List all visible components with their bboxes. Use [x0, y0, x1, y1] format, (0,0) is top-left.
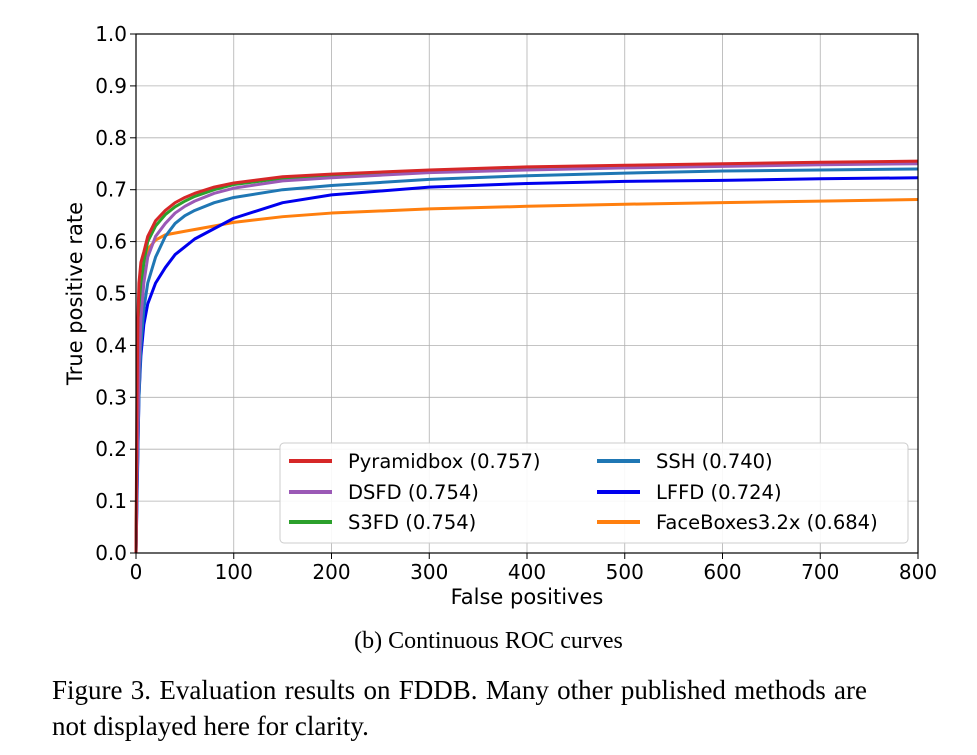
y-tick-label: 1.0	[95, 22, 127, 46]
axis-ticks: 0 100 200 300 400 500 600 700 800 0.0 0.1 0.2 0.3 0.4…	[95, 22, 937, 584]
x-tick-label: 200	[312, 560, 350, 584]
roc-chart: 0 100 200 300 400 500 600 700 800 0.0 0.1 0.2 0.3 0.4…	[63, 22, 937, 609]
x-tick-label: 500	[606, 560, 644, 584]
y-tick-label: 0.4	[95, 333, 127, 357]
y-axis-label: True positive rate	[63, 202, 87, 386]
series-lines	[134, 159, 919, 554]
x-tick-label: 0	[130, 560, 143, 584]
y-tick-label: 0.9	[95, 74, 127, 98]
legend-label: FaceBoxes3.2x (0.684)	[656, 511, 878, 534]
legend: Pyramidbox (0.757) DSFD (0.754) S3FD (0.75…	[279, 442, 909, 544]
y-tick-label: 0.5	[95, 282, 127, 306]
legend-box	[279, 442, 909, 544]
x-tick-label: 600	[703, 560, 741, 584]
x-axis-label: False positives	[451, 585, 604, 609]
y-tick-label: 0.0	[95, 541, 127, 565]
y-tick-label: 0.8	[95, 126, 127, 150]
figure-caption: Figure 3. Evaluation results on FDDB. Ma…	[52, 675, 867, 741]
y-tick-label: 0.7	[95, 178, 127, 202]
x-tick-label: 700	[801, 560, 839, 584]
subcaption: (b) Continuous ROC curves	[354, 628, 623, 654]
legend-label: Pyramidbox (0.757)	[348, 450, 541, 473]
y-tick-label: 0.6	[95, 230, 127, 254]
grid	[135, 33, 919, 554]
x-tick-label: 100	[215, 560, 253, 584]
legend-label: LFFD (0.724)	[656, 481, 782, 504]
series-line-pyramidbox	[134, 159, 919, 554]
y-tick-label: 0.1	[95, 489, 127, 513]
x-tick-label: 400	[508, 560, 546, 584]
legend-label: S3FD (0.754)	[348, 511, 476, 534]
x-tick-label: 300	[410, 560, 448, 584]
legend-label: SSH (0.740)	[656, 450, 773, 473]
legend-label: DSFD (0.754)	[348, 481, 479, 504]
x-tick-label: 800	[899, 560, 937, 584]
y-tick-label: 0.2	[95, 437, 127, 461]
y-tick-label: 0.3	[95, 385, 127, 409]
series-line-dsfd	[134, 162, 919, 554]
